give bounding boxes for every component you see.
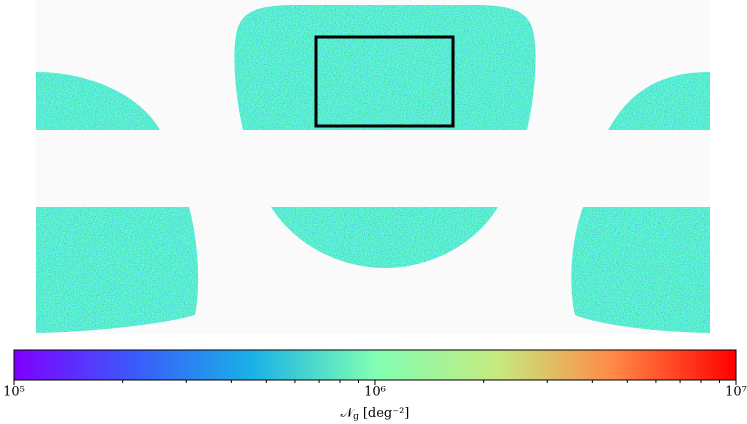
sky-region bbox=[36, 72, 160, 130]
label-symbol: 𝒩 bbox=[341, 406, 356, 421]
colorbar-tick-label: 10⁵ bbox=[3, 385, 25, 400]
sky-region bbox=[36, 207, 199, 333]
highlight-box bbox=[314, 35, 455, 128]
sky-region bbox=[608, 72, 710, 130]
colorbar-label: 𝒩g [deg⁻²] bbox=[341, 406, 410, 422]
label-unit: [deg⁻²] bbox=[363, 406, 410, 421]
sky-regions bbox=[36, 5, 710, 333]
label-subscript: g bbox=[353, 412, 359, 422]
colorbar-tick-label: 10⁶ bbox=[364, 385, 386, 400]
colorbar-tick-label: 10⁷ bbox=[725, 385, 747, 400]
sky-region bbox=[271, 207, 498, 268]
sky-region bbox=[571, 207, 710, 333]
sky-region bbox=[234, 5, 536, 130]
colorbar bbox=[13, 349, 737, 381]
